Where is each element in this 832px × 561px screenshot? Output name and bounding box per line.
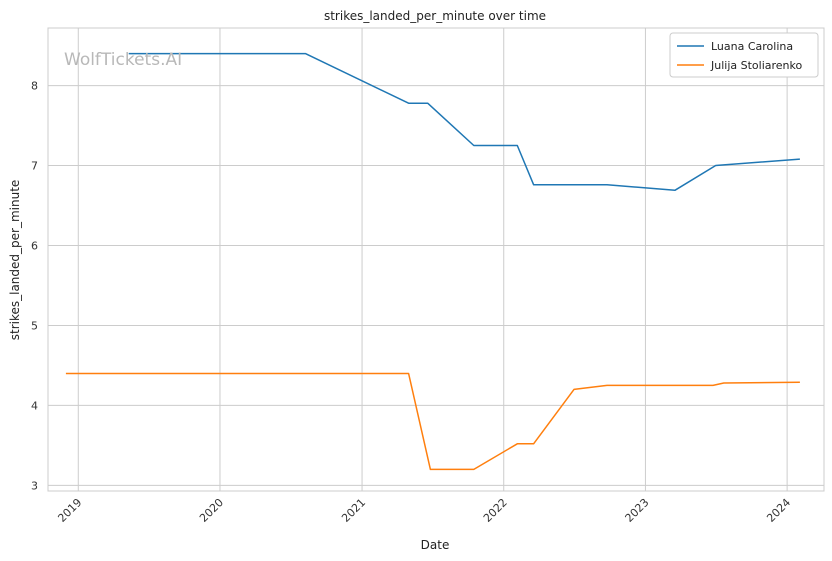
y-tick-label: 8 [31, 80, 38, 93]
y-tick-label: 4 [31, 399, 38, 412]
chart-title: strikes_landed_per_minute over time [324, 9, 546, 23]
x-tick-label: 2024 [764, 496, 793, 525]
series-line-luana-carolina [128, 52, 800, 192]
x-tick-label: 2022 [481, 496, 510, 525]
legend: Luana Carolina Julija Stoliarenko [669, 32, 819, 78]
x-tick-labels: 2019 2020 2021 2022 2023 2024 [55, 496, 793, 525]
y-tick-label: 6 [31, 240, 38, 253]
y-tick-label: 7 [31, 160, 38, 173]
y-axis-title: strikes_landed_per_minute [8, 180, 22, 341]
x-tick-label: 2020 [197, 496, 226, 525]
legend-label-luana-carolina: Luana Carolina [711, 40, 793, 53]
x-tick-label: 2021 [339, 496, 368, 525]
series-line-julija-stoliarenko [65, 372, 800, 471]
x-tick-label: 2019 [55, 496, 84, 525]
series-layer [65, 52, 800, 471]
watermark-text: WolfTickets.AI [64, 50, 182, 70]
y-tick-label: 5 [31, 319, 38, 332]
y-tick-labels: 3 4 5 6 7 8 [31, 80, 38, 493]
legend-box [669, 32, 819, 78]
plot-frame [47, 27, 825, 492]
x-grid [77, 28, 788, 491]
x-axis-title: Date [421, 538, 450, 552]
x-tick-label: 2023 [623, 496, 652, 525]
y-grid [48, 85, 824, 486]
legend-label-julija-stoliarenko: Julija Stoliarenko [710, 59, 802, 72]
y-tick-label: 3 [31, 479, 38, 492]
